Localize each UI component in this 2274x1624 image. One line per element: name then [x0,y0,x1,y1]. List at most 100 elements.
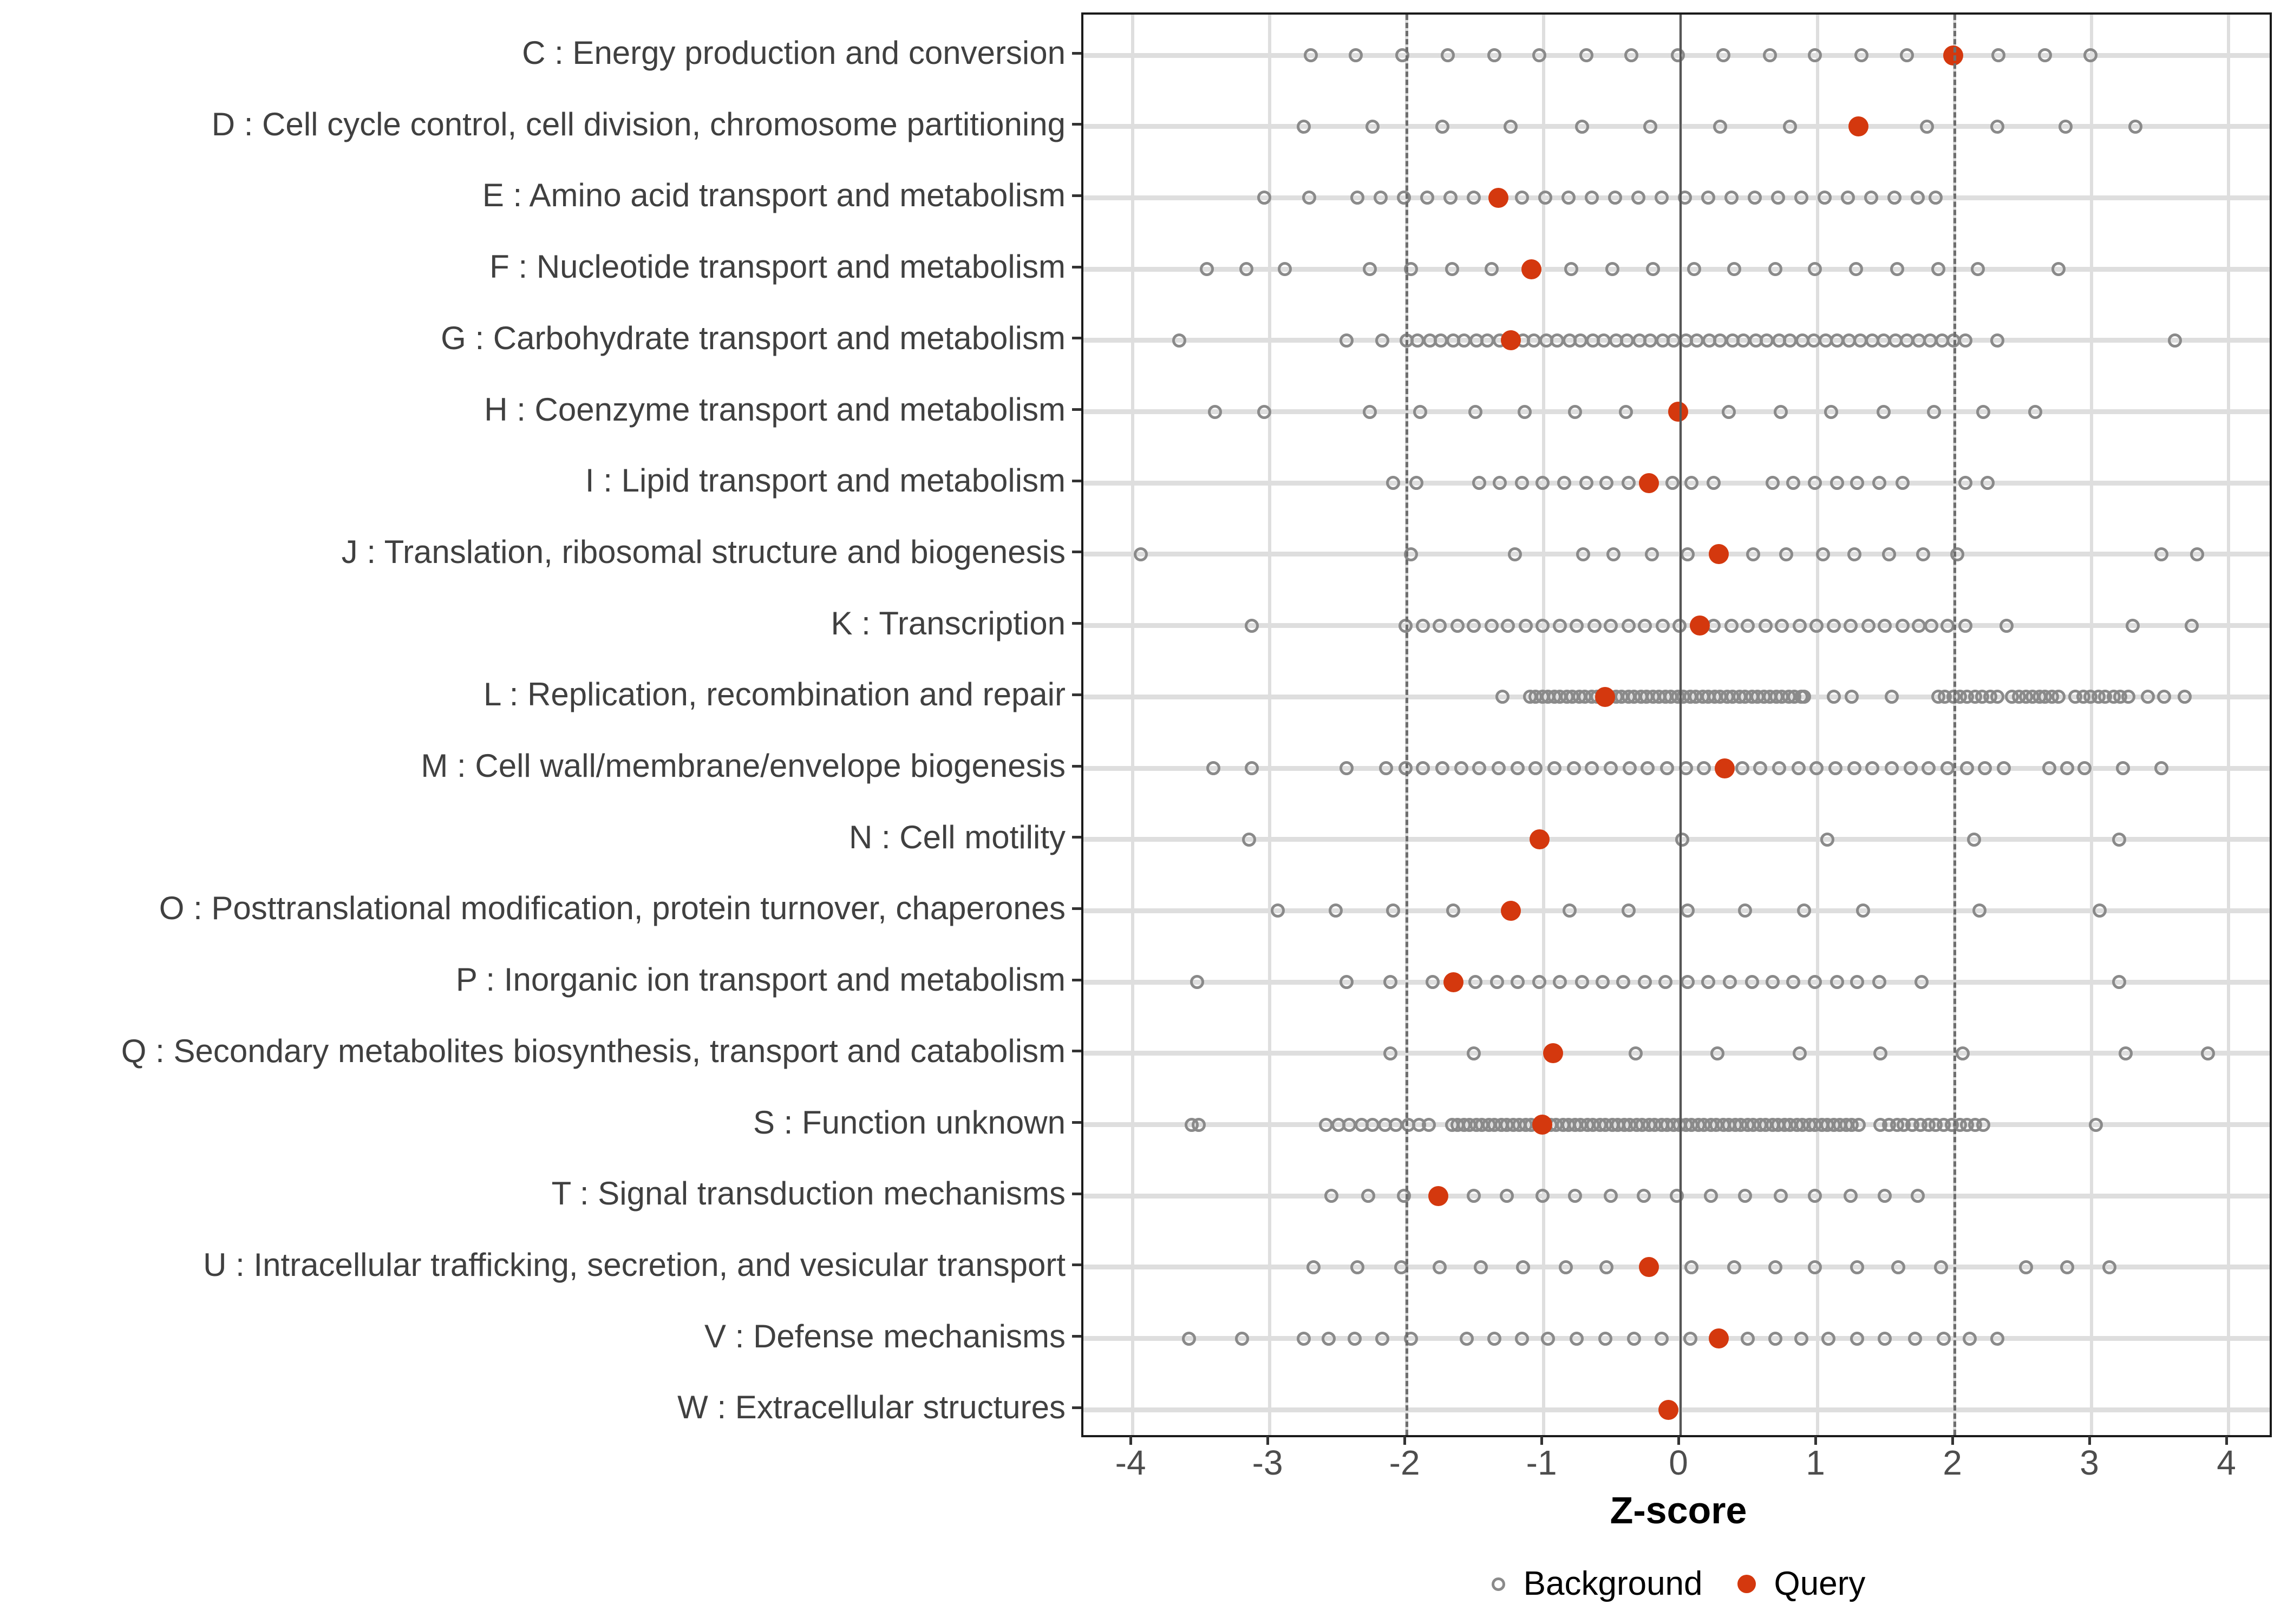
background-point [1416,618,1430,633]
y-tick-mark [1072,1406,1081,1409]
background-point [1991,48,2006,62]
background-point [1514,191,1529,205]
background-point [1895,618,1910,633]
y-tick-mark [1072,265,1081,269]
background-point [1779,547,1793,561]
y-axis-label: G : Carbohydrate transport and metabolis… [441,319,1066,356]
background-point [1606,547,1621,561]
background-point [1741,618,1755,633]
background-point [1383,1046,1397,1060]
background-point [1621,476,1636,490]
legend-item-query: Query [1737,1565,1865,1603]
background-point [1473,1260,1488,1274]
background-point [1775,618,1789,633]
background-point [1339,761,1354,775]
background-point [1504,119,1518,134]
background-point [2093,903,2107,918]
y-axis-label: P : Inorganic ion transport and metaboli… [455,961,1066,998]
x-gridline [2227,15,2231,1435]
background-point [1306,1260,1321,1274]
background-point [1891,1260,1906,1274]
background-point [1971,262,1985,277]
background-point [1257,404,1271,419]
background-point [1808,975,1822,990]
background-point [1878,1189,1892,1203]
background-point [1450,618,1465,633]
background-point [1623,761,1637,775]
x-tick-label: 0 [1669,1443,1688,1482]
background-point [2154,761,2169,775]
background-point [1701,975,1715,990]
query-point [1500,900,1521,921]
background-point [1467,618,1481,633]
background-point [1303,48,1318,62]
y-tick-mark [1072,51,1081,55]
background-point [1646,262,1661,277]
background-point [1472,476,1487,490]
background-point [1976,404,1991,419]
background-point [1199,262,1214,277]
background-point [1936,1331,1951,1346]
background-point [1339,333,1354,348]
background-point [1638,975,1652,990]
query-point [1668,402,1688,422]
background-point [1851,1117,1866,1132]
background-point [1999,618,2014,633]
background-point [2190,547,2204,561]
background-point [1409,476,1423,490]
background-point [1820,832,1834,847]
background-point [1235,1331,1250,1346]
row-gridline [1083,979,2270,985]
background-point [1671,48,1685,62]
background-point [1576,547,1591,561]
background-point [1587,618,1602,633]
y-axis-label: W : Extracellular structures [677,1389,1066,1426]
y-axis-label: D : Cell cycle control, cell division, c… [211,106,1066,142]
y-axis-label: Q : Secondary metabolites biosynthesis, … [121,1032,1066,1069]
background-point [1684,1260,1699,1274]
x-tick-mark [2225,1436,2228,1445]
background-point [2119,1046,2133,1060]
background-point [1976,1117,1991,1132]
y-tick-mark [1072,1192,1081,1195]
background-point [1758,618,1773,633]
background-point [1716,48,1730,62]
y-axis-label: J : Translation, ribosomal structure and… [341,533,1066,570]
background-point [1598,1331,1612,1346]
background-point [1828,761,1842,775]
background-point [1631,191,1645,205]
background-point [1616,975,1630,990]
background-point [1440,48,1455,62]
y-tick-mark [1072,622,1081,625]
background-point [1959,761,1974,775]
background-point [1558,1260,1573,1274]
background-point [1375,333,1389,348]
x-tick-label: -1 [1526,1443,1557,1482]
background-point [2028,404,2043,419]
background-point [1501,618,1515,633]
background-point [1564,262,1578,277]
x-tick-mark [1951,1436,1954,1445]
background-point [1641,761,1655,775]
background-point [1808,1189,1822,1203]
background-point [1361,1189,1376,1203]
background-point [1579,48,1593,62]
background-point [1519,618,1533,633]
background-point [1654,191,1669,205]
background-point [1547,761,1562,775]
y-tick-mark [1072,337,1081,340]
background-point [1683,1331,1697,1346]
background-point [2059,119,2073,134]
background-point [1365,119,1380,134]
background-point [1388,1117,1403,1132]
background-point [1910,191,1925,205]
background-point [1398,761,1413,775]
background-point [2112,832,2126,847]
background-point [2042,761,2056,775]
background-point [1628,1046,1643,1060]
background-point [1604,761,1618,775]
background-point [1956,1046,1970,1060]
y-tick-mark [1072,479,1081,482]
background-point [1940,618,1955,633]
background-point [1435,761,1449,775]
